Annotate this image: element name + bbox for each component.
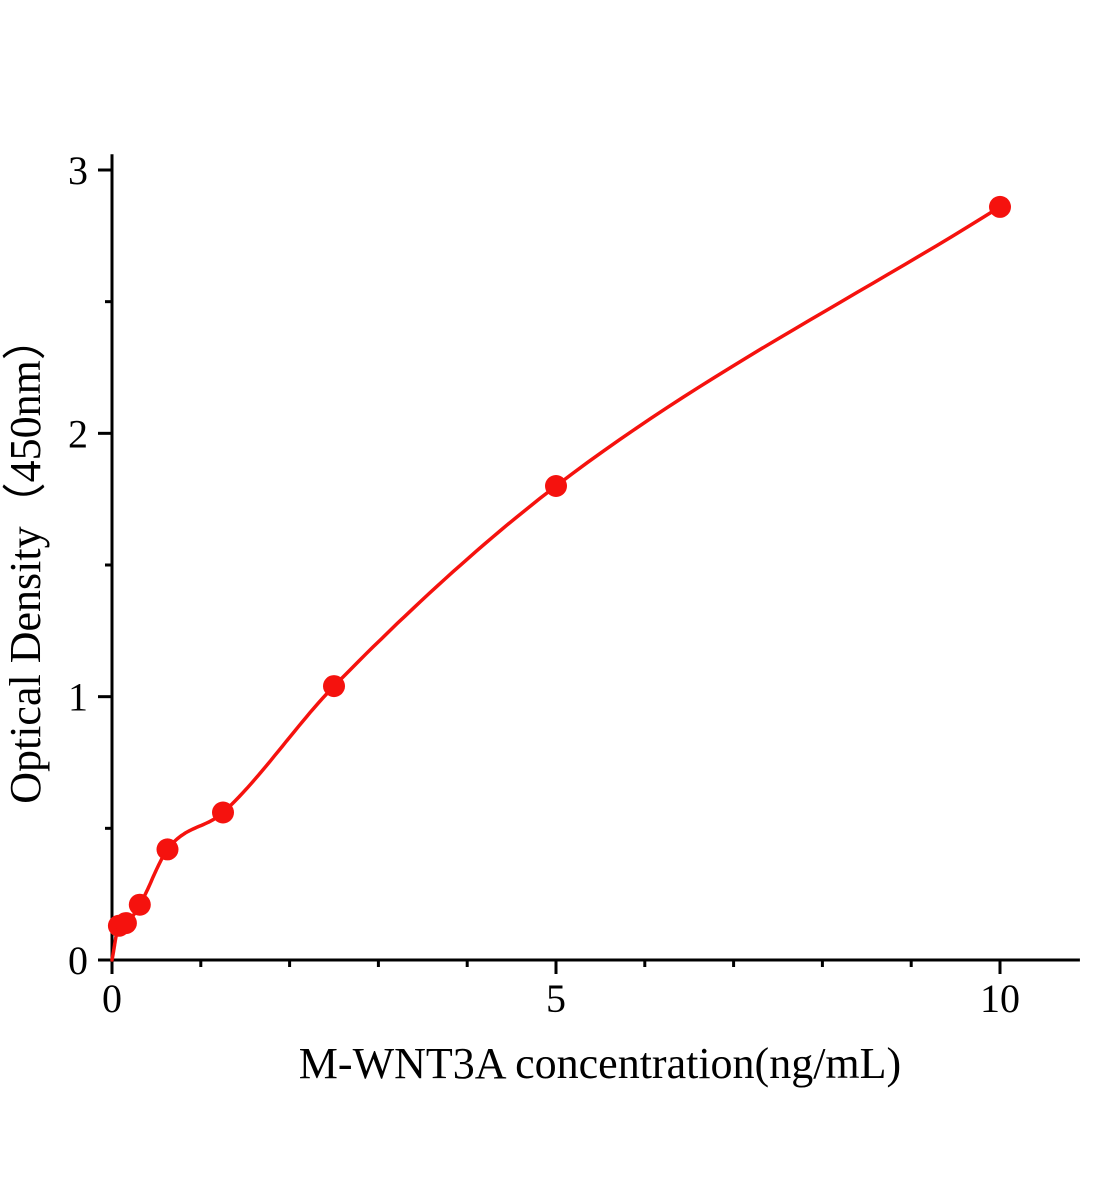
y-tick-label: 3 [68, 148, 88, 193]
y-tick-label: 1 [68, 675, 88, 720]
x-tick-label: 10 [980, 976, 1020, 1021]
y-axis-title: Optical Density（450nm） [1, 316, 50, 804]
data-point [128, 893, 151, 916]
data-point [156, 838, 179, 861]
data-point [212, 801, 234, 824]
fit-curve [110, 205, 1002, 962]
data-point [114, 912, 137, 935]
x-axis-title: M-WNT3A concentration(ng/mL) [299, 1039, 901, 1088]
x-tick-label: 5 [546, 976, 566, 1021]
y-tick-label: 2 [68, 411, 88, 456]
data-point [323, 675, 345, 698]
x-tick-label: 0 [102, 976, 122, 1021]
plot-area: 0 5 10 0 1 2 3 [68, 148, 1080, 1021]
data-point [545, 475, 567, 497]
data-point [989, 195, 1011, 218]
y-tick-label: 0 [68, 938, 88, 983]
